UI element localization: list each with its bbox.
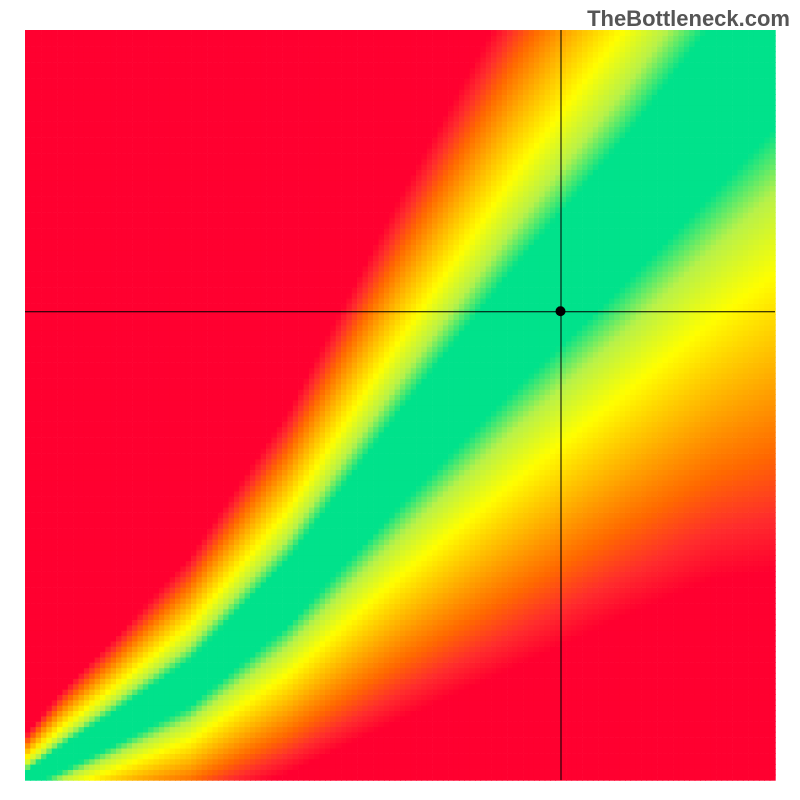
watermark-text: TheBottleneck.com [587, 6, 790, 32]
bottleneck-heatmap [0, 0, 800, 800]
chart-container: TheBottleneck.com [0, 0, 800, 800]
